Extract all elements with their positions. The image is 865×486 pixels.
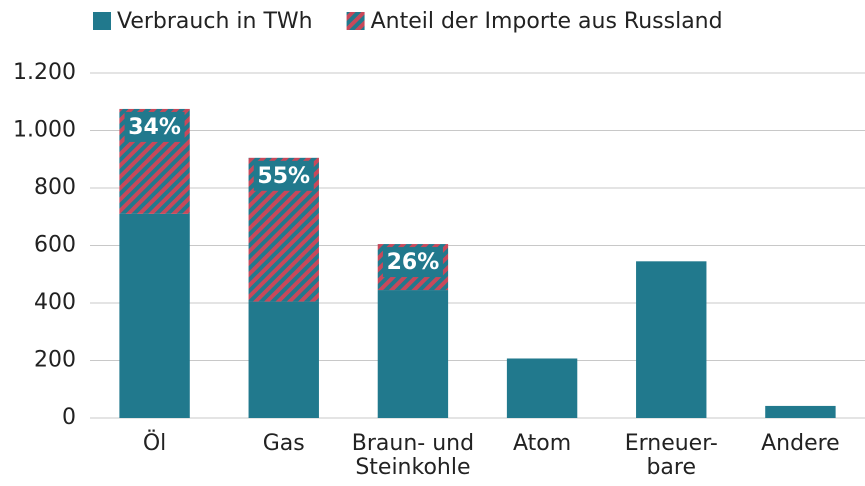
x-tick-label: Atom bbox=[513, 431, 571, 456]
y-tick-label: 0 bbox=[62, 405, 76, 430]
y-tick-label: 400 bbox=[34, 290, 76, 315]
annotation-box bbox=[253, 160, 314, 191]
legend-swatch bbox=[346, 12, 365, 30]
x-tick-label: Andere bbox=[761, 431, 840, 456]
bar-segment bbox=[506, 358, 578, 418]
annotation-box bbox=[382, 247, 443, 278]
annotation: 34% bbox=[128, 115, 181, 140]
annotation: 26% bbox=[387, 250, 440, 275]
bar-segment bbox=[765, 405, 836, 418]
annotation: 55% bbox=[257, 164, 310, 189]
legend-swatch bbox=[93, 12, 111, 30]
bar-segment bbox=[636, 261, 707, 418]
y-tick-label: 1.000 bbox=[13, 118, 76, 143]
bar-segment bbox=[119, 213, 190, 418]
y-tick-label: 800 bbox=[34, 175, 76, 200]
legend-label: Verbrauch in TWh bbox=[117, 9, 313, 34]
x-tick-label: Braun- und Steinkohle bbox=[352, 431, 474, 480]
legend-label: Anteil der Importe aus Russland bbox=[371, 9, 723, 34]
y-tick-label: 1.200 bbox=[13, 60, 76, 85]
x-tick-label: Gas bbox=[263, 431, 305, 456]
annotation-box bbox=[124, 111, 185, 142]
bar-segment bbox=[248, 301, 319, 418]
x-tick-label: Öl bbox=[143, 430, 166, 456]
bar-segment bbox=[377, 290, 449, 418]
y-tick-label: 600 bbox=[34, 233, 76, 258]
y-tick-label: 200 bbox=[34, 348, 76, 373]
x-tick-label: Erneuer-bare bbox=[625, 431, 718, 480]
